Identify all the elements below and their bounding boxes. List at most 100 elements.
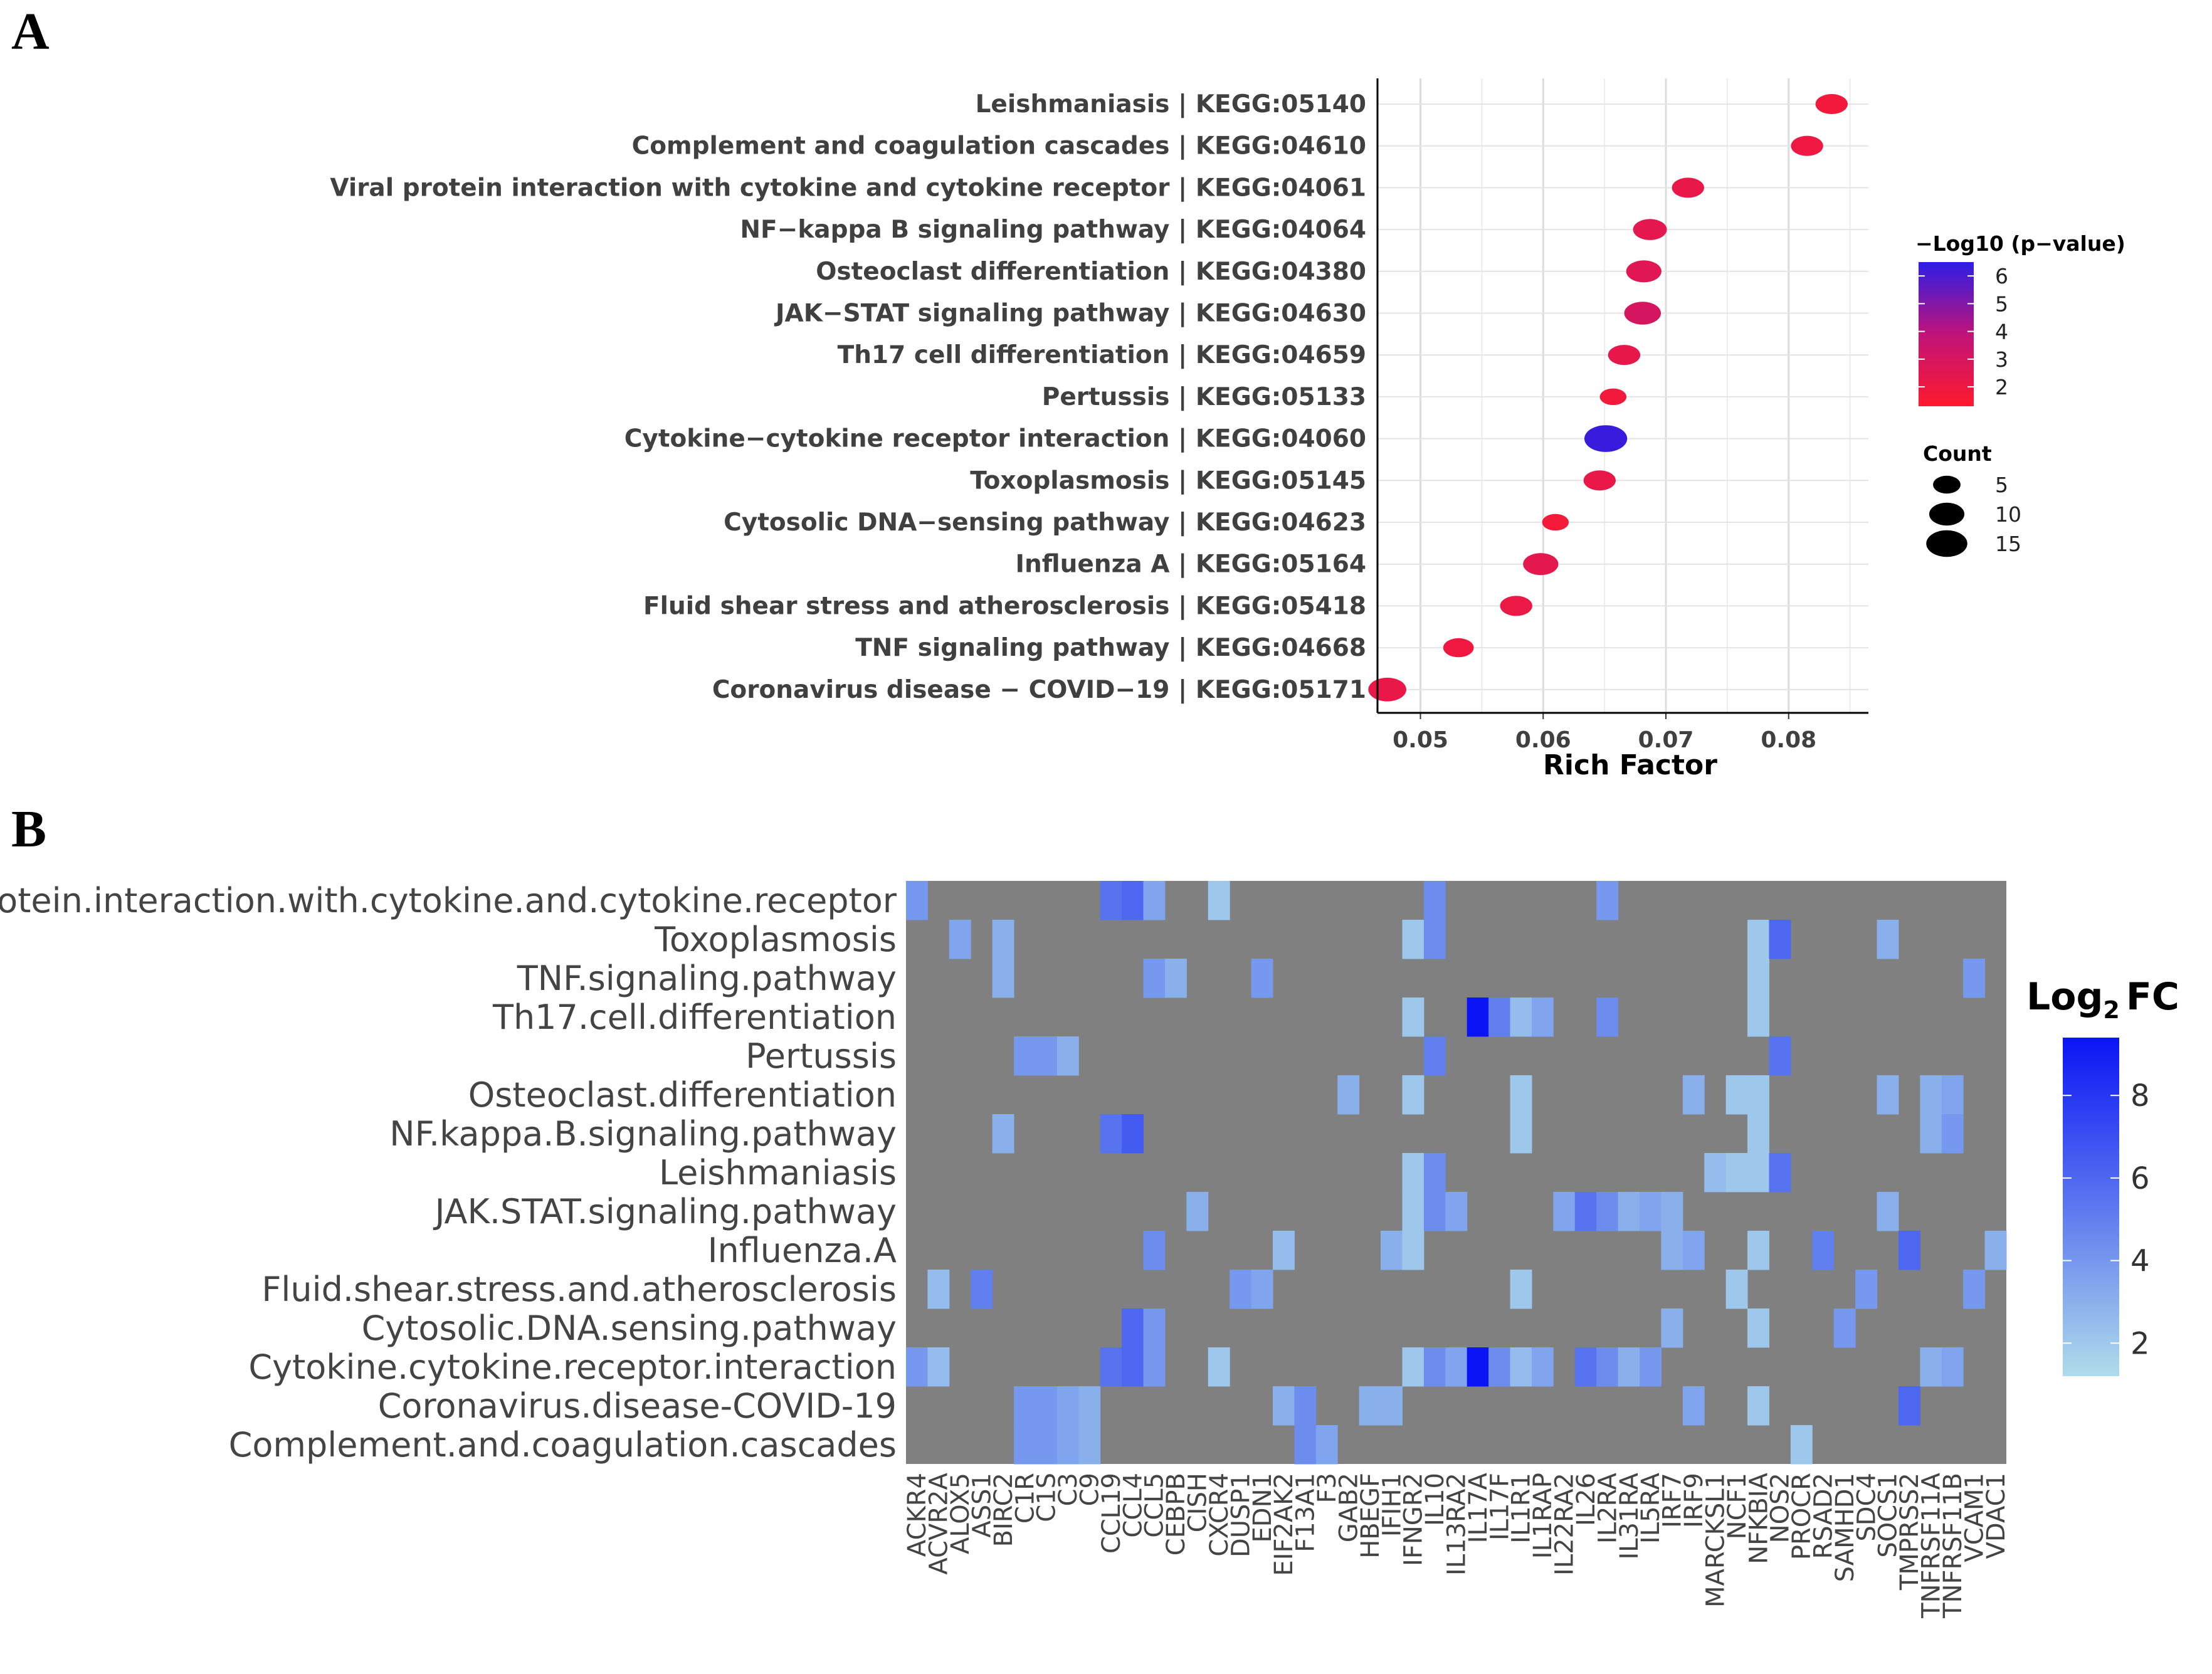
heatmap-cell — [1725, 1075, 1748, 1115]
heatmap-cell — [1963, 1270, 1986, 1309]
heatmap-cell — [1056, 1425, 1079, 1465]
size-legend-dot — [1926, 530, 1967, 557]
heatmap-cell — [1747, 1153, 1769, 1192]
heatmap-cell — [1877, 1192, 1899, 1231]
heatmap-cell — [1381, 1231, 1403, 1270]
heatmap-cell — [1294, 1386, 1317, 1426]
heatmap-cell — [1100, 1114, 1122, 1154]
heatmap-row-label: Toxoplasmosis — [654, 920, 897, 959]
heatmap-cell — [1381, 1386, 1403, 1426]
heatmap-cell — [1014, 1386, 1036, 1426]
heatmap-cell — [1122, 1347, 1144, 1387]
panel-b-heatmap: Viral.protein.interaction.with.cytokine.… — [0, 881, 2179, 1619]
heatmap-cell — [1100, 881, 1122, 920]
heatmap-column-label: TNFRSF11A — [1917, 1472, 1946, 1618]
heatmap-cell — [1941, 1347, 1964, 1387]
x-tick-label: 0.05 — [1393, 727, 1448, 753]
heatmap-cell — [1984, 1231, 2007, 1270]
heatmap-column-label: SDC4 — [1852, 1473, 1881, 1542]
heatmap-cell — [1920, 1075, 1942, 1115]
heatmap-column-label: IFIH1 — [1377, 1473, 1406, 1537]
heatmap-cell — [1122, 881, 1144, 920]
data-point — [1633, 219, 1667, 240]
term-label: Pertussis | KEGG:05133 — [1042, 383, 1366, 411]
heatmap-cell — [1618, 1192, 1640, 1231]
heatmap-cell — [1315, 1425, 1338, 1465]
heatmap-column-label: IRF7 — [1658, 1473, 1687, 1528]
heatmap-cell — [1122, 1308, 1144, 1348]
heatmap-cell — [1143, 881, 1166, 920]
heatmap-cell — [1510, 998, 1532, 1037]
heatmap-cell — [992, 920, 1014, 959]
heatmap-column-label: ACKR4 — [903, 1473, 932, 1557]
size-legend-label: 10 — [1995, 502, 2021, 527]
heatmap-cell — [1531, 998, 1554, 1037]
heatmap-column-label: CCL5 — [1140, 1473, 1169, 1538]
panel-a-x-axis-title: Rich Factor — [1543, 749, 1717, 781]
panel-a-term-labels: Leishmaniasis | KEGG:05140 Complement and… — [330, 90, 1366, 704]
heatmap-row-label: Cytokine.cytokine.receptor.interaction — [248, 1347, 897, 1387]
heatmap-cell — [1574, 1347, 1597, 1387]
heatmap-cell — [1294, 1425, 1317, 1465]
heatmap-cell — [1920, 1114, 1942, 1154]
color-legend-ticks: 2 3 4 5 6 — [1919, 264, 2008, 399]
heatmap-cell — [1423, 881, 1446, 920]
heatmap-column-label: IL26 — [1572, 1473, 1601, 1526]
heatmap-cell — [1056, 1036, 1079, 1076]
heatmap-legend-tick-label: 2 — [2130, 1326, 2150, 1361]
heatmap-cell — [1531, 1347, 1554, 1387]
data-point — [1626, 260, 1662, 283]
heatmap-cell — [1014, 1036, 1036, 1076]
panel-a-dotplot: Leishmaniasis | KEGG:05140 Complement and… — [330, 78, 2125, 781]
heatmap-cell — [1596, 998, 1619, 1037]
heatmap-cell — [1596, 1192, 1619, 1231]
heatmap-row-label: JAK.STAT.signaling.pathway — [433, 1192, 897, 1231]
data-point — [1624, 302, 1662, 325]
heatmap-cell — [992, 959, 1014, 998]
heatmap-column-labels: ACKR4ACVR2AALOX5ASS1BIRC2C1RC1SC3C9CCL19… — [903, 1472, 2011, 1619]
data-point — [1542, 513, 1569, 531]
size-legend-dot — [1929, 502, 1965, 526]
heatmap-column-label: IL13RA2 — [1443, 1473, 1472, 1576]
heatmap-cell — [1747, 998, 1769, 1037]
heatmap-column-label: BIRC2 — [989, 1473, 1018, 1547]
heatmap-column-label: NOS2 — [1766, 1473, 1795, 1543]
color-legend-title: −Log10 (p−value) — [1915, 231, 2125, 256]
heatmap-column-label: CXCR4 — [1205, 1473, 1234, 1557]
heatmap-cell — [1230, 1270, 1252, 1309]
heatmap-row-label: TNF.signaling.pathway — [517, 959, 897, 998]
term-label: Leishmaniasis | KEGG:05140 — [976, 90, 1366, 118]
heatmap-cell — [1488, 1347, 1511, 1387]
heatmap-cell — [949, 920, 971, 959]
data-point — [1608, 345, 1641, 366]
data-point — [1791, 135, 1823, 156]
heatmap-cell — [1402, 998, 1425, 1037]
heatmap-cell — [1143, 1308, 1166, 1348]
term-label: Fluid shear stress and atherosclerosis |… — [643, 592, 1366, 620]
heatmap-column-label: EIF2AK2 — [1270, 1473, 1298, 1576]
heatmap-cell — [1661, 1192, 1683, 1231]
heatmap-legend-title-sub: 2 — [2103, 996, 2119, 1024]
heatmap-column-label: IL2RA — [1593, 1472, 1622, 1544]
heatmap-cell — [1122, 1114, 1144, 1154]
heatmap-cell — [1143, 1231, 1166, 1270]
heatmap-cell — [1423, 920, 1446, 959]
term-label: Complement and coagulation cascades | KE… — [632, 132, 1366, 161]
heatmap-cell — [1769, 1036, 1791, 1076]
heatmap-cell — [1014, 1425, 1036, 1465]
heatmap-cell — [1790, 1425, 1813, 1465]
heatmap-row-label: Pertussis — [745, 1036, 897, 1076]
heatmap-cell — [1725, 1270, 1748, 1309]
heatmap-column-label: NCF1 — [1723, 1473, 1752, 1539]
term-label: Th17 cell differentiation | KEGG:04659 — [838, 341, 1366, 369]
heatmap-column-label: VCAM1 — [1960, 1473, 1989, 1562]
heatmap-cell — [1078, 1386, 1101, 1426]
color-tick-label: 5 — [1995, 292, 2008, 316]
term-label: JAK−STAT signaling pathway | KEGG:04630 — [774, 300, 1366, 328]
data-point — [1368, 677, 1406, 702]
heatmap-column-label: CISH — [1184, 1473, 1213, 1532]
term-label: NF−kappa B signaling pathway | KEGG:0406… — [740, 216, 1366, 244]
heatmap-cell — [1855, 1270, 1878, 1309]
